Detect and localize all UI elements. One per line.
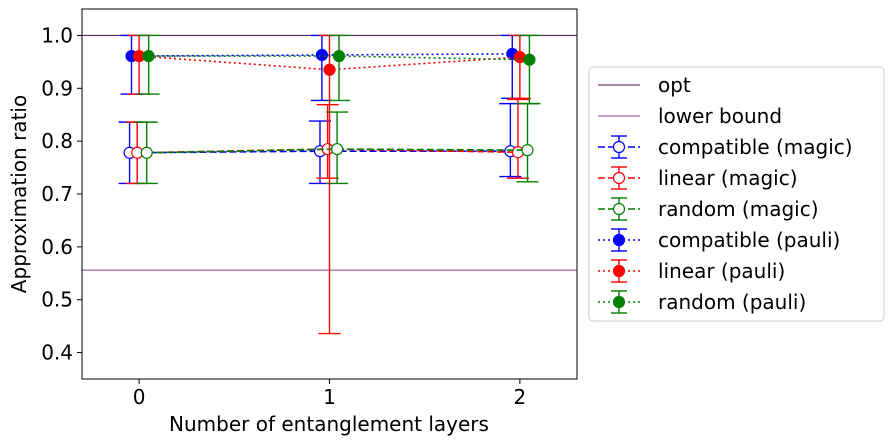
data-point-compatible-pauli (315, 48, 328, 62)
y-tick-label: 1.0 (41, 23, 73, 47)
legend-swatch-marker-random-magic (612, 202, 626, 216)
x-tick-label: 1 (323, 385, 336, 409)
legend-label: linear (magic) (658, 166, 798, 190)
legend-label: linear (pauli) (658, 259, 785, 283)
legend-label: random (pauli) (658, 290, 806, 314)
x-axis-label: Number of entanglement layers (169, 412, 489, 436)
data-point-random-pauli (142, 49, 155, 63)
x-tick-label: 2 (514, 385, 527, 409)
data-point-random-magic (140, 146, 153, 159)
y-tick-label: 0.8 (41, 129, 73, 153)
legend-label: lower bound (658, 104, 782, 128)
legend-swatch-marker-compatible-pauli (612, 233, 626, 247)
y-tick-label: 0.5 (41, 288, 73, 312)
data-point-random-magic (521, 144, 534, 157)
data-point-random-magic (331, 142, 344, 156)
data-point-random-pauli (332, 49, 346, 63)
legend-frame (588, 66, 885, 322)
legend-label: compatible (pauli) (658, 228, 840, 252)
data-point-random-pauli (523, 53, 536, 66)
legend-label: opt (658, 73, 691, 97)
legend-swatch-marker-compatible-magic (612, 140, 626, 154)
y-axis: 0.4 0.5 0.6 0.7 0.8 0.9 1.0 (41, 23, 82, 365)
y-tick-label: 0.7 (41, 182, 73, 206)
legend-swatch-marker-linear-pauli (612, 264, 626, 278)
legend-swatch-marker-random-pauli (612, 295, 626, 309)
plot-area (82, 34, 577, 335)
y-tick-label: 0.6 (41, 235, 73, 259)
legend-label: compatible (magic) (658, 135, 853, 159)
y-tick-label: 0.4 (41, 341, 73, 365)
x-axis: 0 1 2 (133, 379, 527, 409)
y-axis-label: Approximation ratio (7, 95, 31, 293)
y-tick-label: 0.9 (41, 76, 73, 100)
legend-label: random (magic) (658, 197, 819, 221)
legend-swatch-marker-linear-magic (612, 171, 626, 185)
data-point-linear-pauli (323, 63, 336, 76)
x-tick-label: 0 (133, 385, 146, 409)
legend: opt lower bound compatible (magic) linear (… (588, 66, 885, 322)
